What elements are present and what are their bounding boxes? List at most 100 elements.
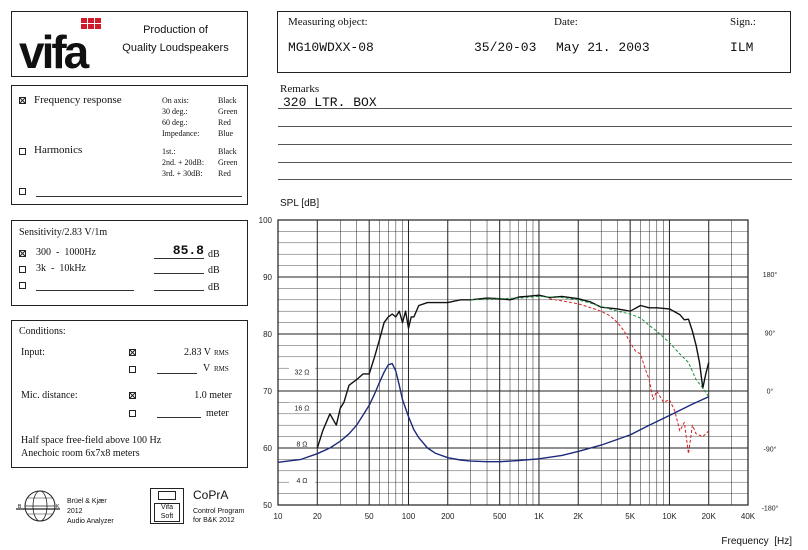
x-axis-label: Frequency [Hz] [721,536,792,547]
conditions-box [11,320,248,468]
deg60-label: 60 deg.: [162,118,188,127]
conditions-note1: Half space free-field above 100 Hz [21,435,162,446]
sign-value: ILM [730,40,754,55]
series-line-30-deg- [470,295,710,397]
vifa-soft-line2: Soft [160,513,174,520]
frequency-response-label: Frequency response [34,94,122,106]
phase-tick-label: -180° [762,504,779,512]
mic1-value: 1.0 meter [194,390,232,401]
sens-row3-line [154,290,204,291]
sensitivity-title: Sensitivity/2.83 V/1m [19,227,108,238]
input2-line [157,373,197,374]
remarks-line-3 [278,144,792,145]
production-line1: Production of [143,24,208,36]
mic2-checkbox[interactable] [129,410,136,417]
phase-tick-bg [757,269,783,279]
input2-value: V [203,363,211,374]
impedance-tick-bg [289,366,315,376]
x-tick-label: 40K [741,512,756,521]
mic-label: Mic. distance: [21,390,78,401]
h2-label: 2nd. + 20dB: [162,158,205,167]
sens-row3-checkbox[interactable] [19,282,26,289]
remarks-line-2 [278,126,792,127]
impedance-tick-bg [289,474,315,484]
h2-color: Green [218,158,238,167]
harmonics-checkbox[interactable] [19,148,26,155]
remarks-line-4 [278,162,792,163]
harmonics-label: Harmonics [34,144,83,156]
input-label: Input: [21,347,45,358]
input2-checkbox[interactable] [129,366,136,373]
bk-line1: Brüel & Kjær [67,498,107,505]
svg-text:B: B [18,504,22,510]
input1-checkbox[interactable] [129,349,136,356]
sens-row1-line [154,258,204,259]
date-value: May 21. 2003 [556,40,650,55]
x-tick-label: 20 [313,512,322,521]
sens-row2-line [154,273,204,274]
x-tick-label: 200 [441,512,455,521]
remarks-label: Remarks [280,83,320,95]
phase-tick-label: 0° [767,387,774,395]
y-tick-label: 50 [263,501,272,510]
bk-globe-icon: B K [14,488,62,529]
sens-row2-range: 3k - 10kHz [36,263,86,274]
mic1-checkbox[interactable] [129,392,136,399]
impedance-tick-bg [289,438,315,448]
sign-label: Sign.: [730,16,756,28]
sens-row3-unit: dB [208,282,220,293]
x-tick-label: 1K [534,512,544,521]
sens-row3-range-line [36,290,134,291]
h3-label: 3rd. + 30dB: [162,169,203,178]
copra-line2: for B&K 2012 [193,517,235,524]
date-label: Date: [554,16,578,28]
bk-line3: Audio Analyzer [67,518,114,525]
phase-tick-bg [757,385,783,395]
copra-title: CoPrA [193,488,229,502]
series-line-60-deg- [549,298,710,455]
impedance-color: Blue [218,129,234,138]
y-tick-label: 80 [263,330,272,339]
remarks-value: 320 LTR. BOX [283,95,377,110]
vifa-soft-line1: Vifa [161,504,173,511]
frequency-response-checkbox[interactable] [19,97,26,104]
sens-row1-value: 85.8 [172,243,204,258]
x-tick-label: 20K [702,512,717,521]
remarks-line-1 [278,108,792,109]
deg30-label: 30 deg.: [162,107,188,116]
code-value: 35/20-03 [474,40,537,55]
phase-tick-bg [757,327,783,337]
phase-tick-label: 90° [765,329,776,337]
y-axis-label: SPL [dB] [280,198,319,209]
phase-tick-label: 180° [763,271,778,279]
logo-box [11,11,248,77]
deg30-color: Green [218,107,238,116]
production-line2: Quality Loudspeakers [122,42,229,54]
deg60-color: Red [218,118,231,127]
h1-label: 1st.: [162,147,176,156]
conditions-note2: Anechoic room 6x7x8 meters [21,448,140,459]
sens-row1-checkbox[interactable] [19,250,26,257]
on-axis-label: On axis: [162,96,189,105]
input2-unit: RMS [214,365,229,373]
y-tick-label: 60 [263,444,272,453]
mic2-line [157,417,201,418]
x-tick-label: 100 [402,512,416,521]
sensitivity-box [11,220,248,306]
h1-color: Black [218,147,237,156]
series-line-impedance [277,362,709,463]
impedance-label: Impedance: [162,129,200,138]
impedance-tick-label: 16 Ω [295,406,310,413]
sens-row1-unit: dB [208,249,220,260]
sens-row2-checkbox[interactable] [19,266,26,273]
measuring-object-label: Measuring object: [288,16,368,28]
measure-type-box [11,85,248,205]
y-tick-label: 70 [263,387,272,396]
x-tick-label: 5K [625,512,635,521]
copra-line1: Control Program [193,508,245,515]
custom-type-checkbox[interactable] [19,188,26,195]
chart-frame [277,219,749,506]
x-tick-label: 10 [274,512,283,521]
y-tick-label: 100 [259,216,273,225]
sens-row1-range: 300 - 1000Hz [36,247,96,258]
